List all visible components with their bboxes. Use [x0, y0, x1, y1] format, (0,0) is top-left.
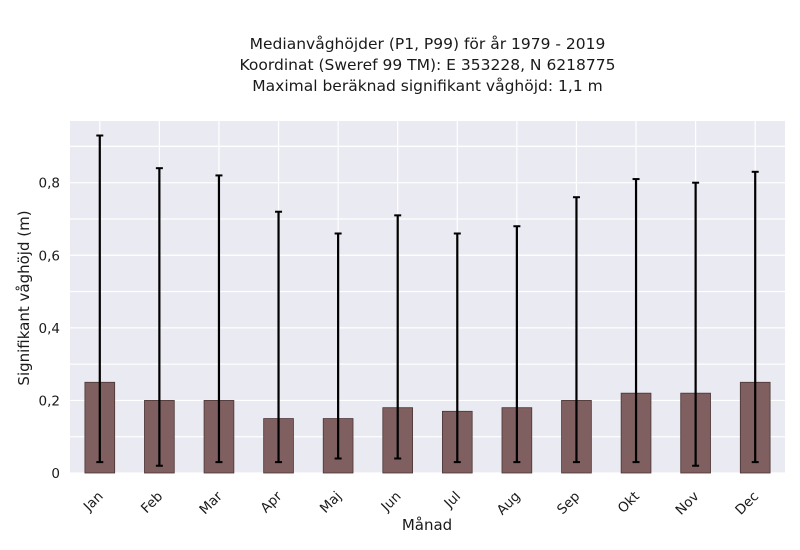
- y-tick-label: 0,6: [39, 248, 60, 264]
- x-tick-label: Mar: [196, 488, 226, 518]
- x-tick-label: Aug: [494, 489, 524, 519]
- x-tick-label: Dec: [732, 489, 762, 519]
- y-tick-label: 0: [51, 466, 60, 482]
- y-tick-label: 0,8: [39, 176, 60, 192]
- x-tick-label: Okt: [615, 489, 643, 517]
- title-line-3: Maximal beräknad signifikant våghöjd: 1,…: [252, 77, 603, 95]
- y-tick-labels: 0 0,2 0,4 0,6 0,8: [39, 176, 60, 482]
- x-tick-label: Nov: [673, 489, 703, 519]
- x-tick-label: Jan: [80, 489, 107, 516]
- y-tick-label: 0,2: [39, 393, 60, 409]
- title-line-2: Koordinat (Sweref 99 TM): E 353228, N 62…: [239, 56, 616, 74]
- chart-title: Medianvåghöjder (P1, P99) för år 1979 - …: [70, 34, 785, 97]
- x-tick-label: Jul: [441, 489, 465, 513]
- x-tick-label: Feb: [138, 489, 166, 517]
- x-tick-labels: Jan Feb Mar Apr Maj Jun Jul Aug Sep Okt Nov Dec: [80, 488, 762, 518]
- x-axis-label: Månad: [401, 516, 453, 534]
- y-axis-label: Signifikant våghöjd (m): [15, 210, 33, 386]
- y-tick-label: 0,4: [39, 321, 60, 337]
- x-tick-label: Apr: [258, 488, 286, 516]
- plot-area: [70, 121, 785, 473]
- x-tick-label: Maj: [317, 489, 345, 517]
- x-tick-label: Jun: [378, 489, 405, 516]
- title-line-1: Medianvåghöjder (P1, P99) för år 1979 - …: [249, 35, 606, 53]
- error-bars: [96, 134, 759, 467]
- x-tick-label: Sep: [554, 489, 583, 518]
